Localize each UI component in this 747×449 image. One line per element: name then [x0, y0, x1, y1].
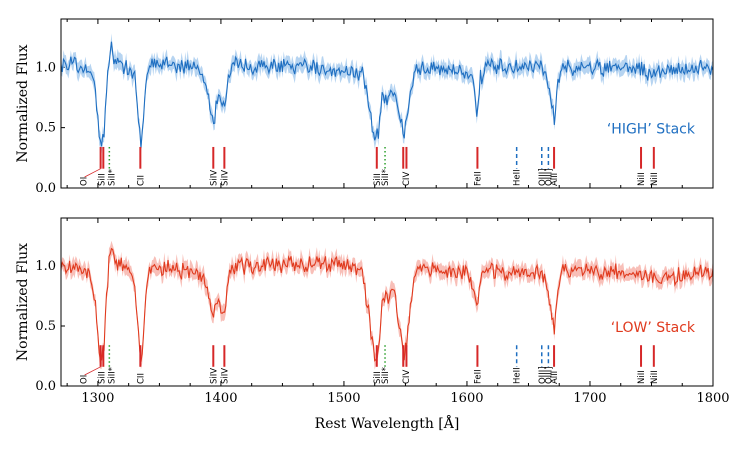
- stack-label: ‘HIGH’ Stack: [607, 122, 696, 138]
- line-label: SiIV: [220, 170, 230, 186]
- line-label: AlII: [550, 173, 560, 186]
- line-label: OI: [80, 375, 90, 384]
- line-leader: [84, 168, 101, 178]
- line-label: FeII: [473, 171, 483, 186]
- y-axis-label: Normalized Flux: [15, 243, 31, 361]
- x-tick-label: 1500: [327, 391, 360, 406]
- line-label: CIV: [402, 172, 412, 186]
- line-label: SiIV: [220, 368, 230, 384]
- line-label: NiII: [637, 370, 647, 384]
- plot-frame: [60, 217, 714, 387]
- line-label: SiII: [97, 371, 107, 384]
- y-tick-label: 0.0: [35, 379, 56, 394]
- line-label: HeII: [513, 169, 523, 186]
- low-stack-panel: 0.0 0.5 1.0 1300 1400 1500 1600 1700 1800 Normali…: [15, 217, 730, 406]
- line-label: CIV: [402, 370, 412, 384]
- stack-label: ‘LOW’ Stack: [611, 320, 696, 336]
- x-tick-label: 1400: [204, 391, 237, 406]
- line-label: OIII]: [544, 168, 554, 186]
- line-label: SiII*: [381, 169, 391, 186]
- line-label: SiII*: [107, 367, 117, 384]
- line-label: OIII]: [538, 168, 548, 186]
- line-label: NiII: [637, 172, 647, 186]
- line-label: SiII*: [107, 169, 117, 186]
- y-tick-label: 1.0: [35, 60, 56, 75]
- x-tick-label: 1600: [450, 391, 483, 406]
- line-label: OI: [80, 177, 90, 186]
- line-label: SiII: [373, 371, 383, 384]
- line-label: FeII: [473, 369, 483, 384]
- y-tick-label: 0.0: [35, 181, 56, 196]
- y-tick-label: 1.0: [35, 259, 56, 274]
- line-label: HeII: [513, 367, 523, 384]
- x-tick-label: 1800: [696, 391, 729, 406]
- line-label: SiII: [97, 173, 107, 186]
- line-leader: [84, 366, 101, 376]
- flux-line: [60, 41, 714, 149]
- line-label: OIII]: [544, 366, 554, 384]
- line-label: NiII: [650, 370, 660, 384]
- line-label: AlII: [550, 371, 560, 384]
- x-axis-label: Rest Wavelength [Å]: [315, 414, 460, 432]
- line-label: CII: [136, 175, 146, 186]
- y-axis-label: Normalized Flux: [15, 44, 31, 162]
- line-label: CII: [136, 373, 146, 384]
- error-band: [61, 240, 713, 370]
- line-label: SiIV: [209, 170, 219, 186]
- line-label: SiII*: [381, 367, 391, 384]
- line-label: OIII]: [538, 366, 548, 384]
- line-label: NiII: [650, 172, 660, 186]
- x-tick-label: 1700: [573, 391, 606, 406]
- line-label: SiII: [373, 173, 383, 186]
- plot-frame: [60, 18, 714, 189]
- line-label: SiIV: [209, 368, 219, 384]
- flux-line: [60, 247, 714, 362]
- y-tick-label: 0.5: [35, 121, 56, 136]
- x-tick-label: 1300: [81, 391, 114, 406]
- y-tick-label: 0.5: [35, 319, 56, 334]
